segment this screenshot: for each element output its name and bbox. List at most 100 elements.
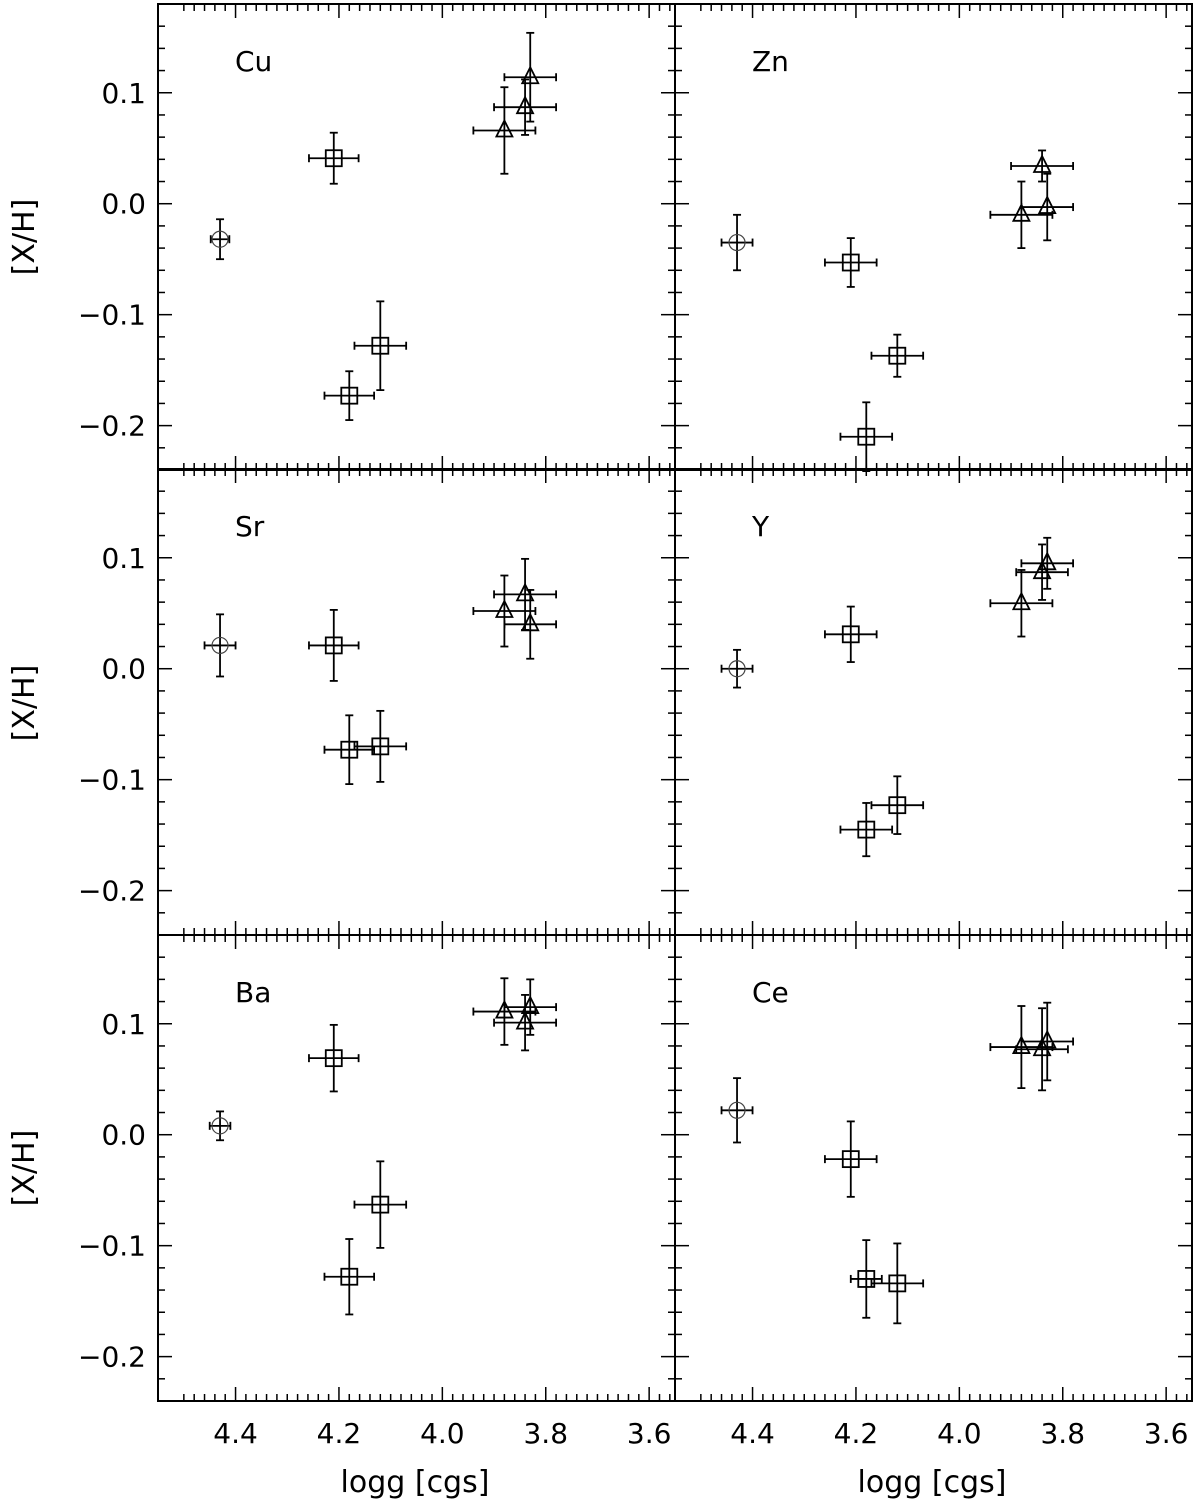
data-point-triangle (1010, 149, 1074, 183)
data-point-square (308, 609, 360, 682)
panel-y: Y (674, 468, 1193, 936)
y-tick-label: −0.2 (78, 1341, 146, 1374)
square-marker (340, 386, 359, 405)
x-axis-labels: logg [cgs] logg [cgs] (341, 1465, 1007, 1500)
circle-marker (211, 636, 229, 655)
square-marker (324, 1049, 343, 1068)
data-point-triangle (472, 977, 537, 1046)
triangle-marker (515, 95, 535, 115)
triangle-marker (1037, 1029, 1057, 1049)
data-point-square (870, 775, 925, 835)
data-point-square (323, 1238, 376, 1316)
data-point-square (824, 605, 878, 663)
data-point-square (353, 1160, 408, 1249)
data-point-square (353, 709, 408, 783)
panel-zn: Zn (674, 3, 1193, 473)
data-point-triangle (1020, 536, 1074, 590)
x-tick-label: 3.8 (523, 1417, 568, 1450)
square-marker (888, 346, 907, 365)
triangle-marker (1011, 591, 1031, 611)
square-marker (841, 253, 860, 272)
data-point-triangle (989, 180, 1054, 249)
data-point-triangle (1015, 1007, 1069, 1092)
triangle-marker (515, 582, 535, 602)
data-point-triangle (989, 569, 1054, 638)
square-marker (888, 1274, 907, 1293)
data-point-square (870, 333, 925, 378)
circle-marker (728, 233, 746, 252)
y-tick-label: −0.2 (78, 410, 146, 443)
y-axis-label-row-3: [X/H] (7, 1130, 42, 1207)
data-point-circle-plus (209, 218, 231, 261)
x-axis-label-col-2: logg [cgs] (858, 1465, 1007, 1500)
data-point-triangle (503, 31, 557, 123)
x-tick-label: 3.6 (627, 1417, 672, 1450)
triangle-marker (520, 65, 540, 85)
data-point-triangle (493, 994, 557, 1052)
data-point-square (849, 1239, 883, 1319)
panel-title: Cu (235, 45, 272, 78)
y-tick-label: −0.1 (78, 299, 146, 332)
triangle-marker (494, 118, 514, 138)
x-tick-label: 4.0 (937, 1417, 982, 1450)
triangle-marker (1037, 551, 1057, 571)
triangle-marker (520, 995, 540, 1015)
square-marker (324, 149, 343, 168)
triangle-marker (494, 999, 514, 1019)
x-tick-label: 4.4 (213, 1417, 258, 1450)
panel-title: Ce (752, 976, 789, 1009)
square-marker (841, 625, 860, 644)
y-axis-labels: [X/H] [X/H] [X/H] (7, 199, 42, 1207)
data-point-square (308, 1023, 360, 1093)
x-tick-label: 4.4 (730, 1417, 775, 1450)
x-tick-label: 3.8 (1040, 1417, 1085, 1450)
square-marker (857, 427, 876, 446)
y-tick-label: 0.1 (101, 77, 146, 110)
data-point-triangle (1015, 543, 1069, 601)
data-point-circle-plus (203, 613, 237, 678)
square-marker (888, 796, 907, 815)
triangle-marker (1032, 153, 1052, 173)
x-tick-label: 3.6 (1144, 1417, 1189, 1450)
y-tick-label: 0.0 (101, 188, 146, 221)
y-axis-label-row-1: [X/H] (7, 199, 42, 276)
square-marker (371, 737, 390, 756)
data-point-square (839, 802, 894, 858)
data-point-square (308, 131, 360, 185)
panel-cu: 0.1 0.0 −0.1 −0.2 Cu (78, 3, 676, 471)
square-marker (841, 1150, 860, 1169)
data-point-circle-plus (720, 648, 754, 689)
data-point-circle-plus (720, 213, 754, 272)
data-point-triangle (493, 557, 557, 631)
circle-marker (211, 230, 229, 248)
panel-sr: 0.1 0.0 −0.1 −0.2 Sr (78, 468, 676, 936)
y-tick-label: 0.0 (101, 1119, 146, 1152)
panel-title: Y (751, 510, 770, 543)
y-tick-label: −0.2 (78, 875, 146, 908)
circle-marker (211, 1117, 229, 1135)
panel-frame (674, 934, 1193, 1402)
x-tick-label: 4.0 (420, 1417, 465, 1450)
data-point-circle-plus (720, 1077, 754, 1144)
triangle-marker (1037, 195, 1057, 214)
triangle-marker (515, 1010, 535, 1030)
data-point-triangle (1020, 172, 1074, 242)
panel-title: Sr (235, 510, 265, 543)
data-point-square (353, 300, 408, 392)
data-point-triangle (472, 86, 537, 175)
data-point-triangle (503, 978, 557, 1036)
y-axis-label-row-2: [X/H] (7, 665, 42, 742)
x-tick-label: 4.2 (834, 1417, 879, 1450)
square-marker (324, 636, 343, 655)
square-marker (371, 336, 390, 355)
data-point-square (323, 370, 376, 421)
square-marker (340, 1267, 359, 1286)
data-point-triangle (503, 589, 557, 660)
circle-marker (728, 660, 746, 678)
y-tick-label: 0.1 (101, 1008, 146, 1041)
panels-layer: 0.10.0−0.1−0.2Cu Zn0.10.0−0.1−0.2Sr Y0.10.… (78, 3, 1193, 1450)
y-tick-label: −0.1 (78, 1230, 146, 1263)
circle-marker (728, 1101, 746, 1119)
square-marker (857, 820, 876, 839)
